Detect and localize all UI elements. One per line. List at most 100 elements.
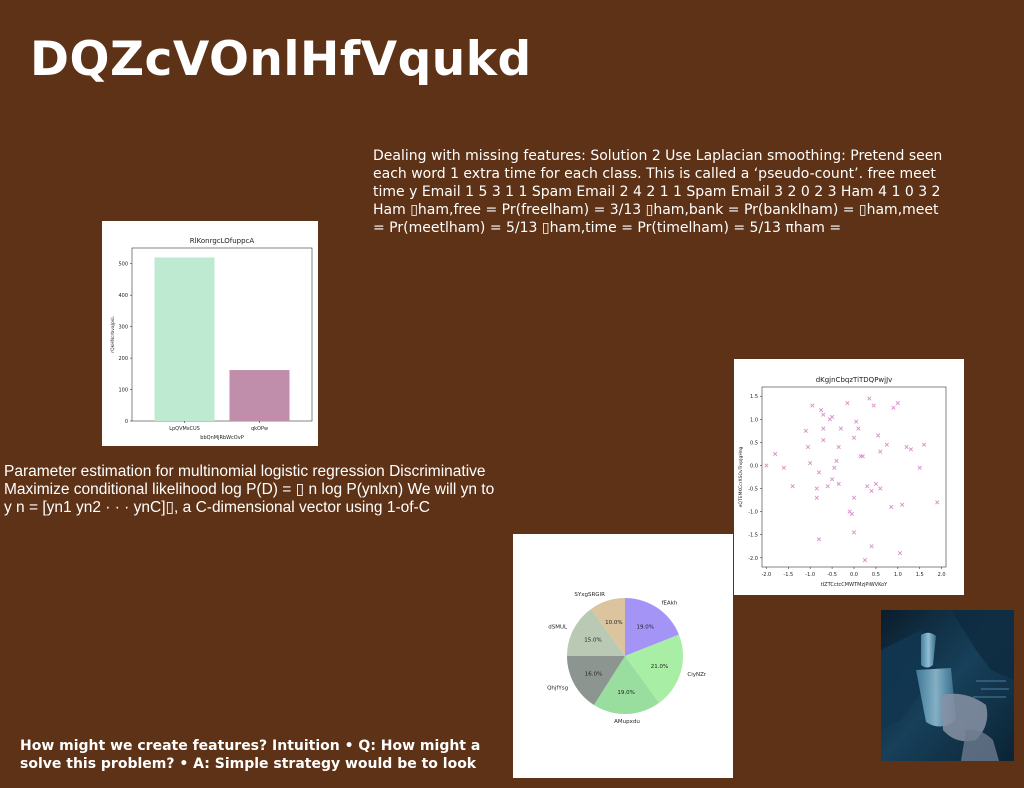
- scatter-x-tick-label: -1.0: [805, 572, 815, 578]
- pie-slice: [567, 609, 625, 656]
- scatter-x-axis-label: tIZTCctcCMWTMzjPiWVKoY: [821, 582, 888, 588]
- scatter-point: [878, 486, 883, 491]
- pie-chart: 19.0% fEAkh 21.0% CiyNZr 19.0% AMupxdu 16.0% Qh…: [547, 592, 707, 725]
- scatter-chart: dKgjnCbqzTiTDQPwjJv -2.0 -1.5 -1.0 -0.5 0.0 0.…: [738, 376, 947, 588]
- scatter-point: [921, 442, 927, 447]
- scatter-point: [805, 444, 811, 450]
- scatter-point: [895, 401, 900, 406]
- scatter-x-tick-label: 0.0: [850, 572, 858, 578]
- scatter-x-tick-label: -0.5: [827, 572, 837, 578]
- scatter-point: [862, 557, 868, 563]
- scatter-point: [810, 403, 815, 408]
- pie-slice-label: fEAkh: [662, 600, 678, 606]
- pie-slice-label: AMupxdu: [614, 719, 640, 725]
- pie-slice: [590, 598, 625, 656]
- scatter-x-tick-label: -1.5: [783, 572, 793, 578]
- text-block-features: How might we create features? Intuition …: [20, 738, 481, 772]
- scatter-point: [814, 486, 819, 491]
- scatter-point: [834, 458, 839, 463]
- scatter-point: [781, 465, 787, 470]
- scatter-point: [917, 465, 922, 470]
- bar-y-tick-label: 100: [118, 388, 128, 394]
- scatter-point: [867, 396, 872, 401]
- scatter-point: [836, 481, 841, 487]
- scatter-point: [889, 504, 894, 510]
- pie-percent-label: 21.0%: [651, 664, 668, 670]
- bar-plot-frame: [131, 247, 313, 422]
- pie-slice: [625, 634, 683, 703]
- scatter-point: [832, 465, 837, 470]
- scatter-point: [825, 484, 830, 489]
- pie-slice-label: CiyNZr: [687, 672, 707, 678]
- scatter-point: [790, 484, 795, 489]
- pie-percent-label: 16.0%: [585, 671, 602, 677]
- scatter-y-tick-label: 1.0: [750, 417, 758, 423]
- scatter-point: [819, 407, 824, 413]
- scatter-point: [821, 412, 826, 417]
- bar-category-label: LpQVMsCUS: [169, 426, 200, 432]
- scatter-y-tick-label: 0.0: [750, 463, 758, 469]
- scatter-x-tick-label: 1.5: [916, 572, 924, 578]
- scatter-point: [904, 444, 909, 450]
- scatter-x-tick-label: 2.0: [938, 572, 946, 578]
- scatter-point: [873, 481, 879, 487]
- bar-chart-panel: RlKonrgcLOfuppcA 0 100 200 300 400 500 LpQVMsCU…: [102, 221, 318, 446]
- scatter-y-tick-label: -1.5: [748, 533, 758, 539]
- scatter-point: [865, 484, 870, 489]
- scatter-y-tick-label: -1.0: [748, 510, 758, 516]
- scatter-point: [851, 495, 857, 500]
- scatter-point: [869, 488, 874, 493]
- scatter-y-tick-label: 1.5: [750, 394, 758, 400]
- bar-y-tick-label: 200: [118, 356, 128, 362]
- pie-chart-panel: 19.0% fEAkh 21.0% CiyNZr 19.0% AMupxdu 16.0% Qh…: [513, 534, 733, 778]
- scatter-x-tick-label: 0.5: [872, 572, 880, 578]
- scatter-point: [869, 544, 874, 549]
- pie-slice-label: dSMUL: [548, 625, 568, 631]
- scatter-point: [773, 451, 778, 457]
- bar-y-tick-label: 500: [118, 262, 128, 268]
- pie-slice-label: SYxgSRGlR: [574, 592, 605, 598]
- scatter-plot-frame: [761, 386, 947, 568]
- text-block-laplacian: Dealing with missing features: Solution …: [373, 148, 943, 236]
- pie-slice-label: QhjfYsg: [547, 685, 568, 691]
- scatter-point: [816, 470, 822, 475]
- scatter-chart-panel: dKgjnCbqzTiTDQPwjJv -2.0 -1.5 -1.0 -0.5 0.0 0.…: [734, 359, 964, 595]
- bar-y-tick-label: 400: [118, 293, 128, 299]
- scatter-point: [829, 414, 835, 420]
- scatter-point: [884, 442, 889, 447]
- scatter-point: [845, 401, 850, 406]
- glass-pour-photo: [881, 610, 1014, 761]
- bar-chart-title: RlKonrgcLOfuppcA: [190, 237, 255, 245]
- bar-y-tick-label: 300: [118, 325, 128, 331]
- scatter-point: [897, 551, 903, 556]
- text-block-parameter-estimation: Parameter estimation for multinomial log…: [4, 463, 495, 516]
- pie-percent-label: 19.0%: [617, 690, 634, 696]
- scatter-point: [860, 454, 865, 459]
- pie-slice: [567, 656, 625, 705]
- bar-y-tick-label: 0: [125, 419, 128, 425]
- bar-x-axis-label: bbQnMjRbWcOvP: [200, 435, 243, 441]
- scatter-point: [849, 511, 854, 517]
- scatter-point: [814, 495, 819, 500]
- scatter-point: [829, 477, 835, 482]
- scatter-point: [803, 428, 808, 433]
- scatter-y-tick-label: -0.5: [748, 487, 758, 493]
- scatter-point: [764, 463, 769, 468]
- bar-y-axis-label: rQkHNcrbvaJpsL: [110, 316, 116, 353]
- scatter-y-tick-label: 0.5: [750, 440, 758, 446]
- pie-percent-label: 19.0%: [636, 624, 653, 630]
- scatter-point: [808, 461, 813, 466]
- scatter-point: [900, 502, 905, 507]
- scatter-y-tick-label: -2.0: [748, 556, 758, 562]
- pie-percent-label: 10.0%: [605, 620, 622, 626]
- scatter-point: [878, 449, 883, 454]
- scatter-chart-title: dKgjnCbqzTiTDQPwjJv: [816, 376, 893, 384]
- slide-title: DQZcVOnlHfVqukd: [30, 32, 532, 87]
- bar: [154, 257, 215, 421]
- scatter-point: [908, 447, 914, 452]
- scatter-point: [854, 419, 859, 424]
- scatter-point: [851, 435, 857, 440]
- scatter-point: [851, 530, 857, 535]
- scatter-y-axis-label: eQTEMKCcrXSOvTrvpJgHng: [738, 446, 744, 507]
- scatter-point: [856, 426, 861, 431]
